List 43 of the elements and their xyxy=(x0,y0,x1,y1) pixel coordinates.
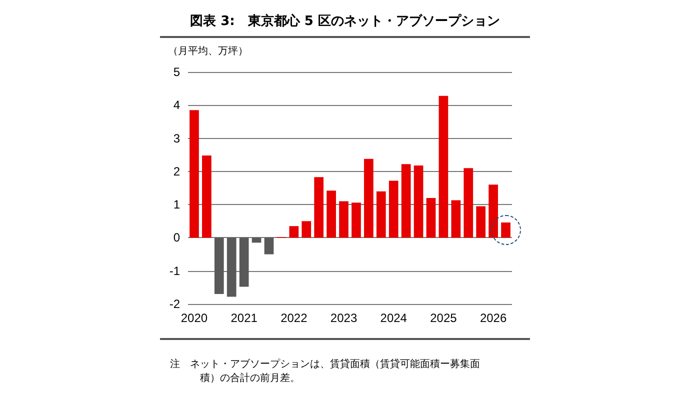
x-tick-label: 2021 xyxy=(230,311,258,325)
y-tick-label: -2 xyxy=(169,297,180,311)
bar xyxy=(302,221,312,238)
bar xyxy=(214,238,224,294)
bar xyxy=(388,180,398,238)
bar xyxy=(376,191,386,238)
y-tick-label: 1 xyxy=(173,198,180,212)
bar xyxy=(476,206,486,238)
bar xyxy=(239,238,249,287)
bar xyxy=(252,238,262,243)
bar xyxy=(464,168,474,238)
y-tick-label: 4 xyxy=(173,98,180,112)
bar xyxy=(364,158,374,238)
chart-title: 図表 3: 東京都心 5 区のネット・アブソープション xyxy=(160,12,530,38)
y-tick-label: 2 xyxy=(173,164,180,178)
bar xyxy=(352,202,361,238)
bar xyxy=(202,156,212,238)
y-tick-label: 0 xyxy=(173,230,180,245)
y-tick-label: -1 xyxy=(169,264,180,278)
bar xyxy=(289,226,299,238)
y-tick-label: 5 xyxy=(173,65,180,79)
bar xyxy=(401,164,411,238)
bar xyxy=(314,177,324,238)
x-tick-label: 2024 xyxy=(380,311,408,325)
x-tick-label: 2023 xyxy=(330,311,358,325)
bar xyxy=(426,198,436,238)
bar xyxy=(438,96,448,238)
x-tick-label: 2020 xyxy=(180,311,208,325)
y-tick-label: 3 xyxy=(173,131,180,146)
bar xyxy=(339,201,348,238)
text: 注 ネット・アブソープションは、賃貸面積（賃貸可能面積ー募集面積）の合計の前月差。 xyxy=(170,358,481,386)
x-tick-label: 2026 xyxy=(480,311,507,325)
x-tick-label: 2025 xyxy=(430,311,458,325)
bar xyxy=(326,190,336,238)
bar xyxy=(414,165,424,238)
bar xyxy=(501,222,510,238)
bar xyxy=(451,200,461,238)
y-axis-title: （月平均、万坪） xyxy=(168,45,248,58)
x-tick-label: 2022 xyxy=(280,311,308,325)
bar xyxy=(264,238,274,254)
bar xyxy=(226,238,236,297)
bar xyxy=(190,110,199,238)
bar xyxy=(488,184,498,238)
